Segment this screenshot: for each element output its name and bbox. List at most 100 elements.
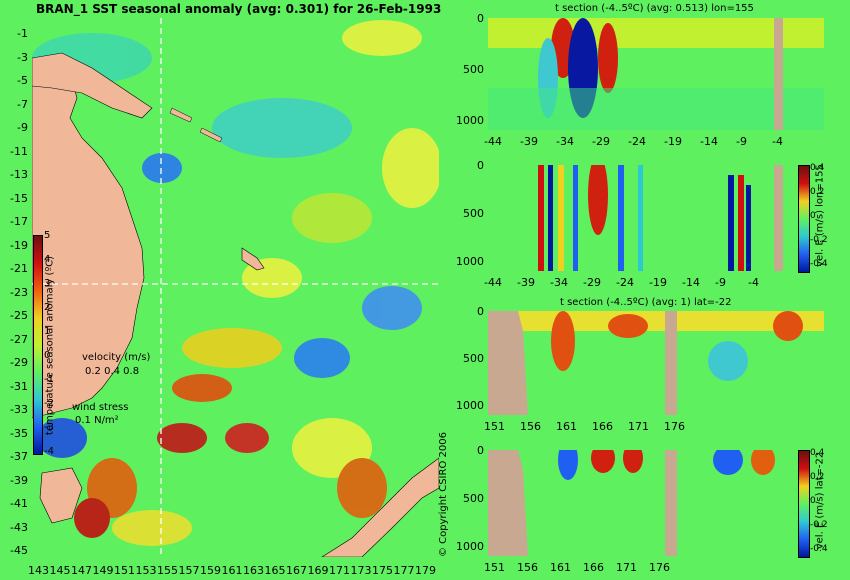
section-x-tick: 161 [556,420,577,433]
longitude-tick: 163 [243,564,264,577]
section-2-plot[interactable] [488,165,796,271]
longitude-tick: 143 [28,564,49,577]
latitude-tick: -15 [10,191,28,205]
sst-colorbar-tick: -1 [44,374,54,385]
section-x-tick: 156 [517,561,538,574]
longitude-tick: 167 [286,564,307,577]
section-x-tick: -39 [520,135,538,148]
section-x-tick: 161 [550,561,571,574]
latitude-tick: -33 [10,403,28,416]
section-x-tick: -39 [517,276,535,289]
longitude-tick: 173 [350,564,372,577]
anomaly-field [32,20,439,546]
sst-colorbar-label: temperature seasonal anomaly (ºC) [44,255,56,436]
latitude-tick: -13 [10,168,28,181]
section-x-tick: -14 [700,135,718,148]
section-1-plot[interactable] [488,18,824,130]
longitude-tick: 153 [135,564,157,577]
section-x-tick: -9 [715,276,726,289]
section-y-tick: 0 [477,305,484,318]
latitude-tick: -11 [10,144,28,158]
section-y-tick: 500 [463,207,484,220]
longitude-tick: 165 [264,564,286,577]
section-y-tick: 0 [477,12,484,25]
sst-colorbar-tick: 1 [44,326,51,337]
section-x-tick: 171 [628,420,649,433]
sst-colorbar-tick: 2 [44,302,51,313]
section-x-tick: 171 [616,561,637,574]
section-3-plot[interactable] [488,311,824,415]
section-x-tick: -44 [484,135,502,148]
section-x-tick: 176 [649,561,670,574]
longitude-tick: 171 [329,564,350,577]
section-x-tick: -29 [583,276,601,289]
section-y-tick: 500 [463,492,484,505]
longitude-tick: 169 [307,564,329,577]
section-colorbar-tick: -0.4 [810,544,828,554]
wind-legend-scale: 0.1 N/m² [75,415,119,426]
section-4-colorbar [798,450,810,558]
section-4-plot[interactable] [488,450,796,556]
section-x-tick: -4 [772,135,783,148]
latitude-tick: -23 [10,285,28,299]
section-x-tick: -24 [616,276,634,289]
latitude-tick: -43 [10,520,28,534]
longitude-tick: 175 [372,564,393,577]
sst-colorbar-tick: 4 [44,254,51,265]
section-3-title: t section (-4..5ºC) (avg: 1) lat=-22 [560,297,732,308]
latitude-tick: -39 [10,473,28,487]
sst-colorbar-tick: 5 [44,230,51,241]
section-x-tick: -14 [682,276,700,289]
section-y-tick: 1000 [456,540,484,553]
longitude-tick: 177 [393,564,415,577]
map-title: BRAN_1 SST seasonal anomaly (avg: 0.301)… [36,2,442,16]
new-zealand-land [321,457,439,557]
section-colorbar-tick: -0.2 [810,235,828,245]
section-x-tick: -34 [556,135,574,148]
longitude-tick: 161 [221,564,243,577]
section-y-tick: 0 [477,444,484,457]
velocity-legend-scale: 0.2 0.4 0.8 [85,366,140,377]
section-colorbar-tick: 0.2 [810,187,825,197]
sst-colorbar-tick: 0 [44,350,51,361]
longitude-tick: 159 [200,564,221,577]
tasmania-land [39,467,83,524]
latitude-tick: -37 [10,450,28,463]
latitude-tick: -45 [10,544,28,557]
section-x-tick: -4 [748,276,759,289]
section-y-tick: 500 [463,63,484,76]
section-x-tick: -9 [736,135,747,148]
wind-legend-title: wind stress [72,402,129,413]
sst-colorbar [33,235,43,455]
section-x-tick: -24 [628,135,646,148]
section-y-tick: 1000 [456,255,484,268]
section-1-title: t section (-4..5ºC) (avg: 0.513) lon=155 [555,3,754,14]
section-colorbar-tick: 0.4 [810,448,825,458]
sst-anomaly-map[interactable] [32,18,439,557]
section-colorbar-tick: 0 [810,496,816,506]
section-y-tick: 500 [463,352,484,365]
velocity-legend-title: velocity (m/s) [82,352,151,363]
section-x-tick: 151 [484,420,505,433]
longitude-tick: 149 [92,564,114,577]
latitude-tick: -5 [17,74,28,87]
latitude-tick: -29 [10,356,28,369]
section-x-tick: -19 [664,135,682,148]
longitude-tick: 145 [49,564,71,577]
section-y-tick: 0 [477,159,484,172]
section-x-tick: -44 [484,276,502,289]
section-colorbar-tick: -0.4 [810,259,828,269]
longitude-tick: 157 [178,564,200,577]
section-colorbar-tick: 0 [810,211,816,221]
latitude-tick: -19 [10,238,28,252]
latitude-tick: -27 [10,332,28,346]
section-colorbar-tick: 0.4 [810,163,825,173]
latitude-tick: -9 [17,121,28,134]
section-x-tick: 166 [592,420,613,433]
latitude-tick: -31 [10,379,28,393]
section-x-tick: 176 [664,420,685,433]
latitude-tick: -3 [17,50,28,64]
section-colorbar-tick: 0.2 [810,472,825,482]
sst-colorbar-tick: -3 [44,422,54,433]
longitude-tick: 147 [71,564,92,577]
